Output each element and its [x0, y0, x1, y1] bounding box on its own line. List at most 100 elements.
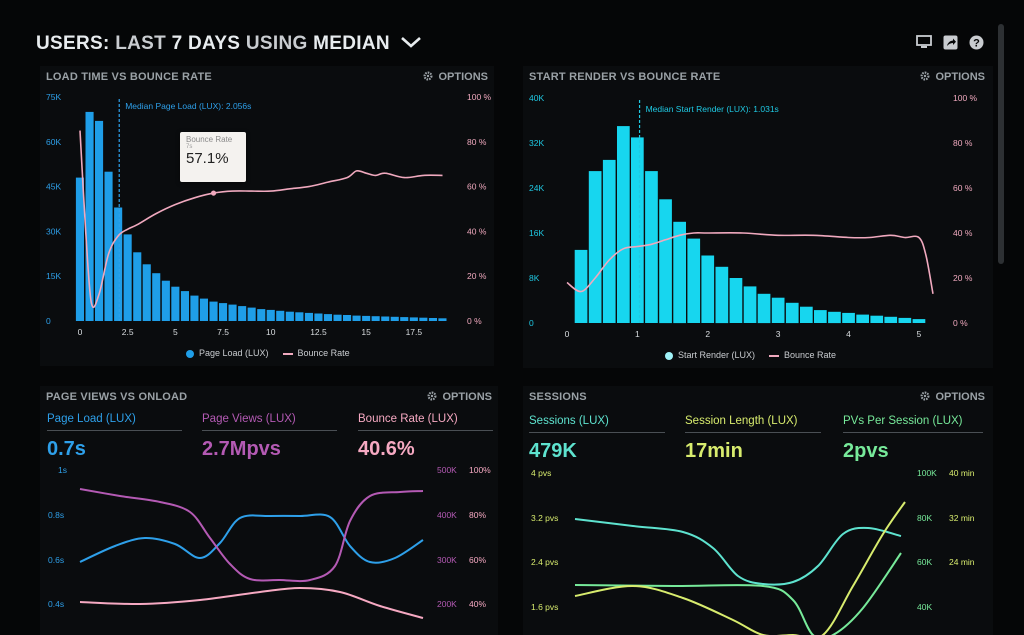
- page-title[interactable]: USERS: LAST 7 DAYS USING MEDIAN: [36, 33, 422, 55]
- metric-page-load[interactable]: Page Load (LUX) 0.7s: [47, 413, 182, 461]
- panel-title: START RENDER VS BOUNCE RATE: [529, 71, 721, 83]
- sessions-panel: SESSIONS OPTIONS Sessions (LUX) 479K Ses…: [523, 386, 993, 635]
- bar: [400, 317, 409, 321]
- legend-item-page-load[interactable]: Page Load (LUX): [186, 348, 269, 358]
- bar: [687, 238, 701, 323]
- legend-item-start-render[interactable]: Start Render (LUX): [665, 350, 755, 360]
- metric-value: 0.7s: [47, 438, 86, 460]
- metric-value: 17min: [685, 440, 743, 462]
- gear-icon: [920, 390, 930, 404]
- legend-label: Start Render (LUX): [678, 350, 756, 360]
- metric-bounce-rate[interactable]: Bounce Rate (LUX) 40.6%: [358, 413, 493, 461]
- y-tick-label: 75K: [46, 92, 61, 102]
- y-right-tick-label: 40%: [469, 599, 486, 609]
- metric-label: Page Load (LUX): [47, 413, 136, 425]
- bar: [228, 304, 237, 321]
- gear-icon: [427, 390, 437, 404]
- metric-value: 40.6%: [358, 438, 415, 460]
- load-time-chart: 75K 60K 45K 30K 15K 0 100 % 80 % 60 % 40 % 20 % 0 %…: [46, 92, 492, 337]
- x-tick-label: 17.5: [406, 327, 423, 337]
- bounce-rate-line: [79, 586, 424, 619]
- y-tick-label: 1.6 pvs: [531, 602, 558, 612]
- vertical-scrollbar[interactable]: [998, 24, 1004, 264]
- y-right-tick-label: 100 %: [953, 93, 978, 103]
- bar: [180, 291, 189, 321]
- legend-item-bounce-rate[interactable]: Bounce Rate: [282, 348, 350, 358]
- bar: [199, 298, 208, 321]
- bar: [743, 286, 757, 323]
- y-right-tick-label: 40 %: [953, 228, 973, 238]
- chevron-down-icon[interactable]: [400, 33, 422, 55]
- bar: [75, 177, 84, 321]
- y-tick-label: 32K: [529, 138, 544, 148]
- legend-item-bounce-rate[interactable]: Bounce Rate: [769, 350, 836, 360]
- y-tick-label: 16K: [529, 228, 544, 238]
- start-render-panel: START RENDER VS BOUNCE RATE OPTIONS 40K 3…: [523, 66, 993, 368]
- bar: [85, 111, 94, 322]
- chart-legend: Start Render (LUX) Bounce Rate: [665, 350, 836, 360]
- metric-divider: [529, 432, 665, 433]
- gear-icon: [920, 70, 930, 84]
- bar: [645, 171, 658, 323]
- metric-label: Sessions (LUX): [529, 415, 609, 427]
- page-views-line: [79, 488, 424, 583]
- metric-pvs-per-session[interactable]: PVs Per Session (LUX) 2pvs: [843, 415, 983, 463]
- bar: [257, 309, 266, 321]
- bar: [588, 171, 602, 323]
- bar: [814, 310, 827, 323]
- median-label: Median Start Render (LUX): 1.031s: [646, 104, 779, 114]
- y-tick-label: 45K: [46, 182, 61, 192]
- options-label: OPTIONS: [442, 391, 492, 403]
- bar: [870, 315, 884, 323]
- options-button[interactable]: OPTIONS: [920, 70, 985, 84]
- bar: [884, 316, 898, 323]
- bar: [898, 317, 912, 323]
- y-right-tick-label: 80 %: [467, 137, 487, 147]
- bar: [314, 313, 323, 321]
- gear-icon: [423, 70, 433, 84]
- x-tick-label: 0: [78, 327, 83, 337]
- bar: [828, 311, 841, 324]
- bar: [409, 317, 418, 321]
- page-load-line: [79, 513, 424, 564]
- y-right-tick-label: 100%: [469, 465, 491, 475]
- bar: [729, 278, 743, 323]
- metric-value: 479K: [529, 440, 577, 462]
- metric-label: Page Views (LUX): [202, 413, 296, 425]
- metric-divider: [47, 430, 182, 431]
- y-right-tick-label: 60 %: [953, 183, 973, 193]
- y-tick-label: 24K: [529, 183, 544, 193]
- share-icon[interactable]: [942, 34, 958, 50]
- y-tick-label: 1s: [58, 465, 67, 475]
- bar: [800, 306, 813, 323]
- options-button[interactable]: OPTIONS: [423, 70, 488, 84]
- metric-session-length[interactable]: Session Length (LUX) 17min: [685, 415, 821, 463]
- bar: [912, 319, 926, 323]
- metric-sessions[interactable]: Sessions (LUX) 479K: [529, 415, 665, 463]
- x-tick-label: 4: [846, 329, 851, 339]
- options-button[interactable]: OPTIONS: [427, 390, 492, 404]
- bar: [152, 273, 161, 321]
- x-tick-label: 2.5: [122, 327, 134, 337]
- bar: [371, 316, 380, 321]
- y-right-tick-label: 60%: [469, 555, 486, 565]
- x-tick-label: 5: [917, 329, 922, 339]
- y-mid-tick-label: 400K: [437, 510, 457, 520]
- bar: [142, 264, 151, 321]
- title-range: 7 DAYS: [171, 33, 241, 54]
- monitor-icon[interactable]: [916, 34, 932, 50]
- x-tick-label: 5: [173, 327, 178, 337]
- y-tick-label: 40K: [529, 93, 544, 103]
- bar: [362, 315, 371, 321]
- y-mid-tick-label: 300K: [437, 555, 457, 565]
- help-icon[interactable]: ?: [968, 34, 984, 50]
- panel-title: PAGE VIEWS VS ONLOAD: [46, 391, 188, 403]
- metric-value: 2pvs: [843, 440, 889, 462]
- page-views-chart: 1s 0.8s 0.6s 0.4s 500K 400K 300K 200K 100% 80% 60%…: [48, 465, 491, 619]
- bounce-rate-line: [566, 232, 934, 294]
- options-button[interactable]: OPTIONS: [920, 390, 985, 404]
- panel-title: LOAD TIME VS BOUNCE RATE: [46, 71, 212, 83]
- metric-page-views[interactable]: Page Views (LUX) 2.7Mpvs: [202, 413, 337, 461]
- bar: [438, 318, 447, 321]
- y-right-tick-label: 80%: [469, 510, 486, 520]
